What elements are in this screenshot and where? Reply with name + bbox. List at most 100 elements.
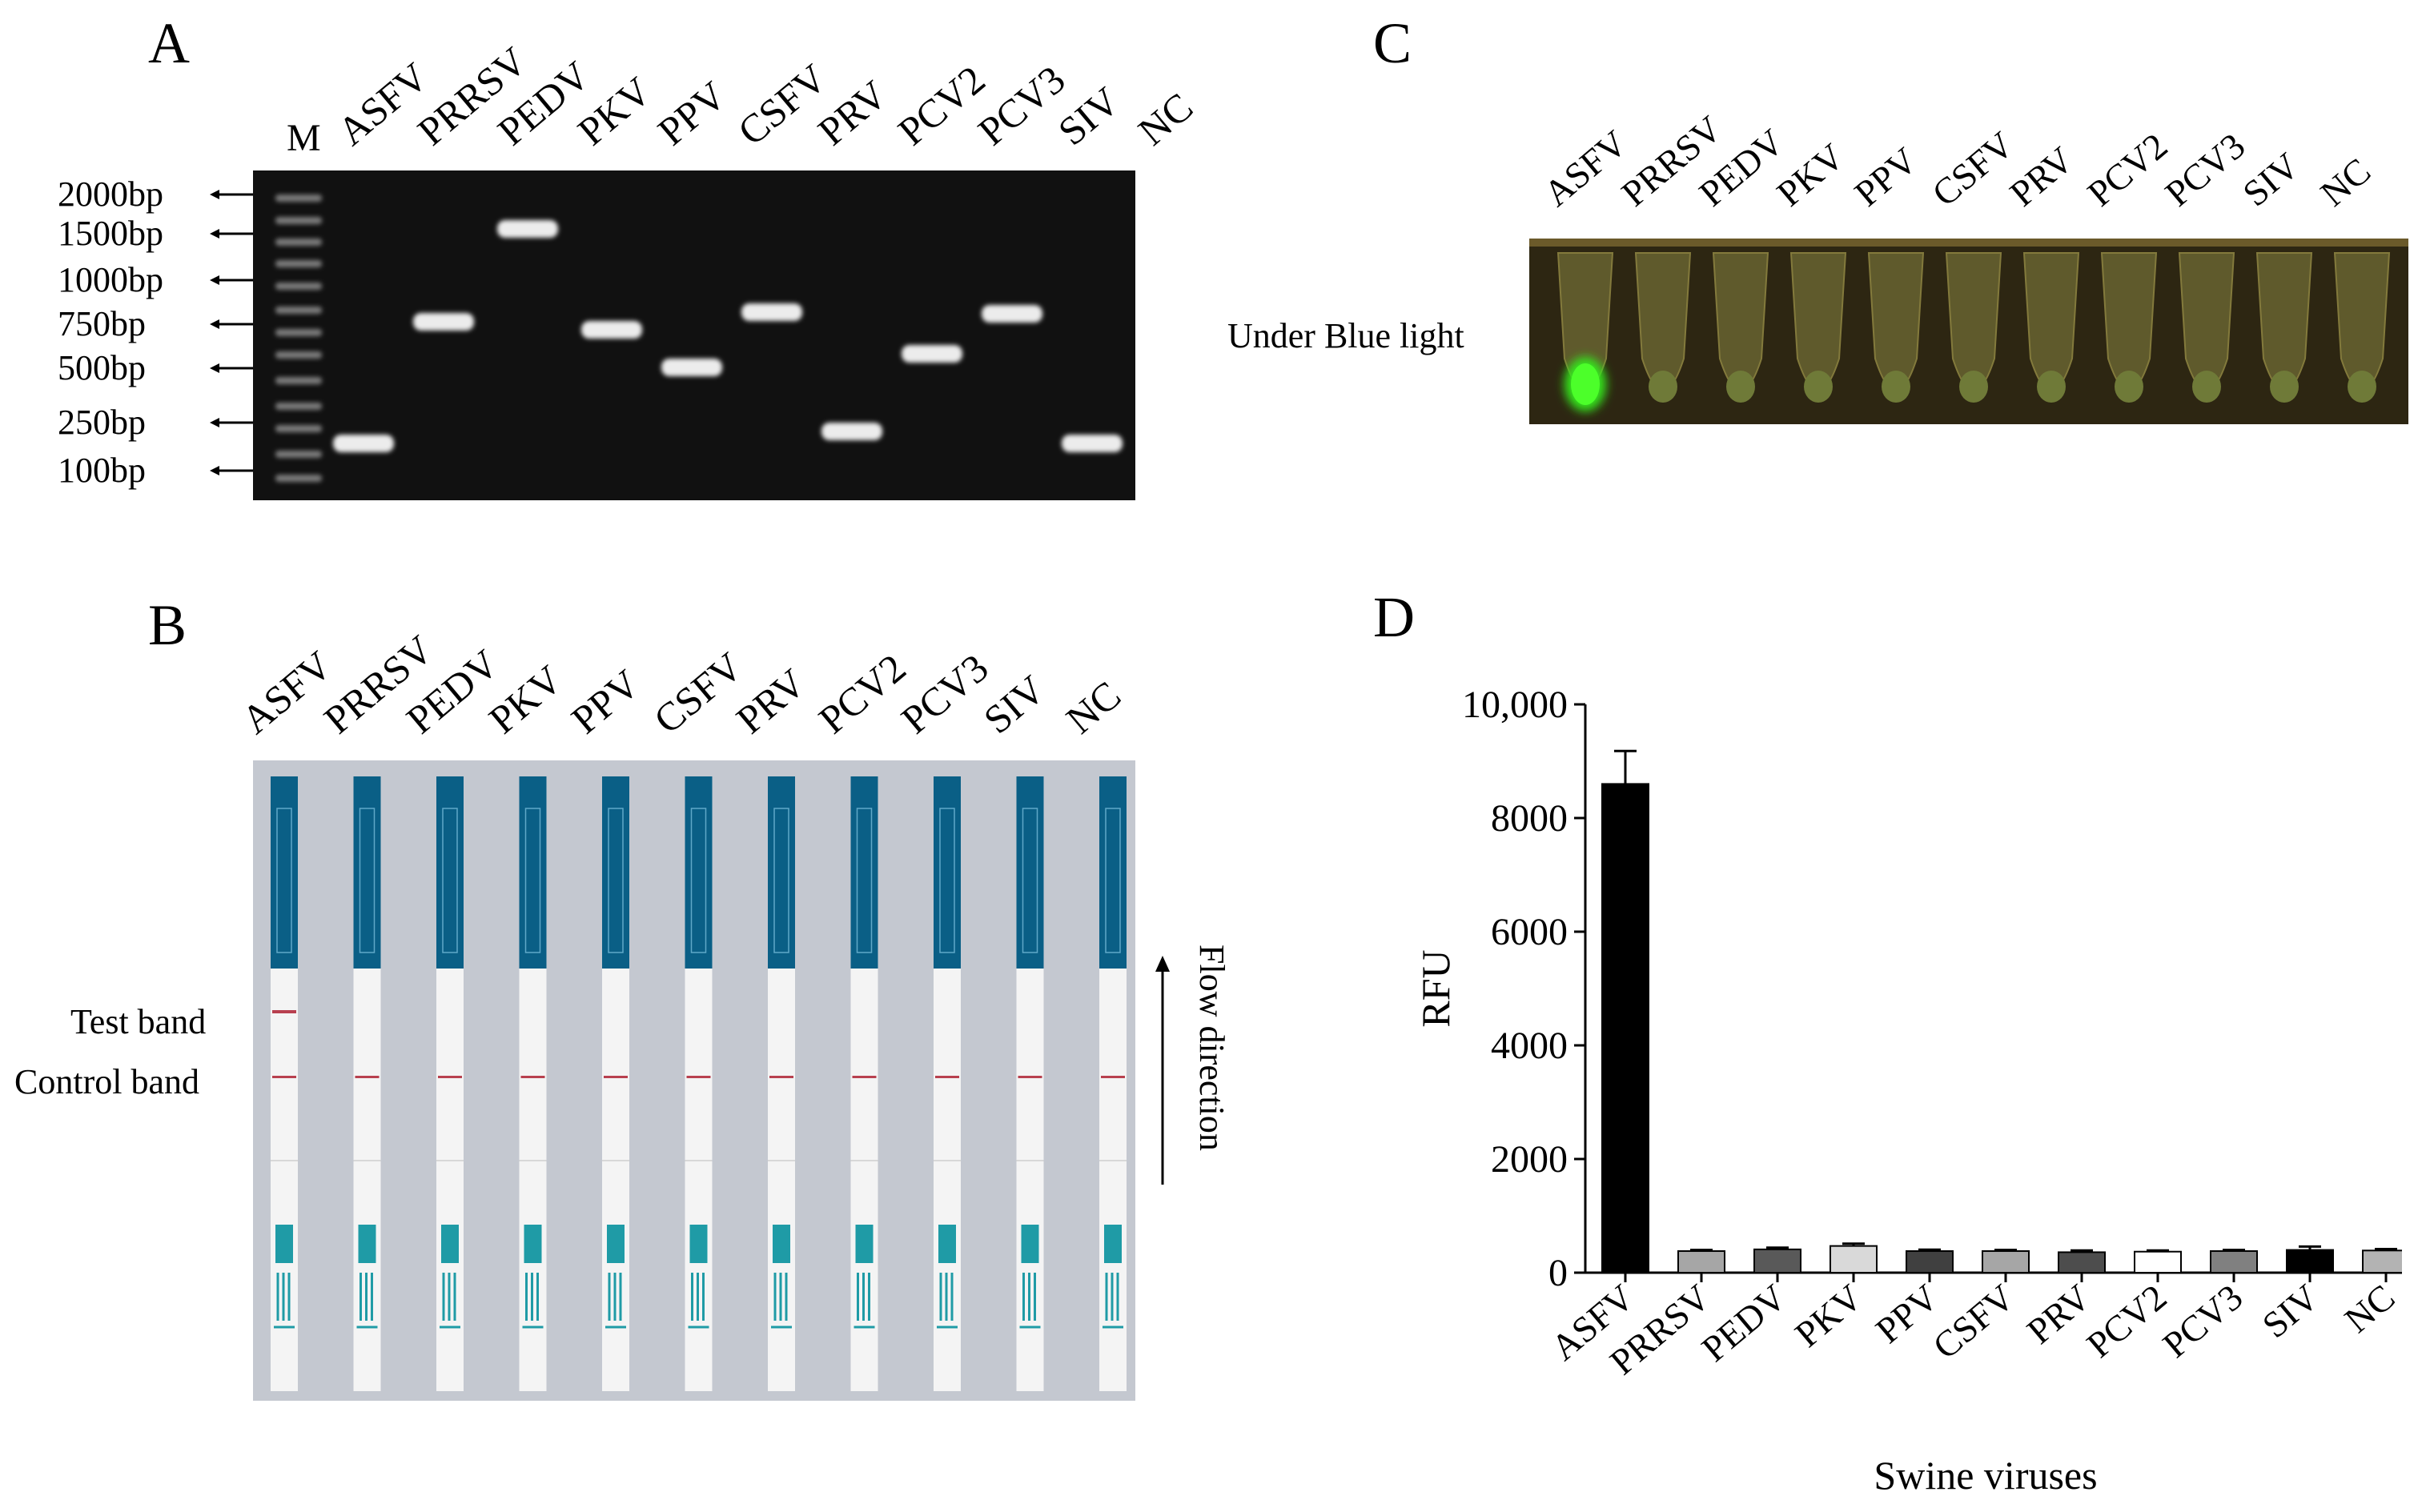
gel-band xyxy=(741,303,802,321)
x-tick-label: SIV xyxy=(2255,1277,2327,1346)
lane-label: PCV3 xyxy=(2157,125,2253,215)
lane-label: ASFV xyxy=(232,642,340,743)
control-line xyxy=(935,1076,959,1078)
reaction-tube xyxy=(2100,252,2158,403)
ladder-band xyxy=(275,451,322,458)
gel-band xyxy=(413,313,474,331)
panel-a-label: A xyxy=(148,11,190,75)
x-axis-title: Swine viruses xyxy=(1874,1453,2097,1498)
panel-b-label: B xyxy=(148,593,187,657)
ladder-arrow-icon xyxy=(210,272,256,292)
gel-band xyxy=(661,359,722,376)
agarose-gel-image xyxy=(253,170,1135,500)
test-strip xyxy=(519,776,547,1391)
ladder-band xyxy=(275,403,322,410)
x-tick-label: PKV xyxy=(1787,1277,1870,1355)
control-line xyxy=(520,1076,545,1078)
control-line xyxy=(272,1076,296,1078)
ladder-size-label: 1500bp xyxy=(58,214,163,253)
bar xyxy=(1677,1250,1725,1274)
ladder-band xyxy=(275,425,322,432)
strip-logo-mark xyxy=(773,808,789,953)
control-line xyxy=(852,1076,877,1078)
y-tick-label: 2000 xyxy=(1491,1138,1568,1181)
bar xyxy=(1906,1250,1954,1274)
lane-label: PCV3 xyxy=(969,56,1074,154)
reaction-tube xyxy=(1556,252,1614,411)
x-tick-label: PCV2 xyxy=(2079,1277,2174,1366)
gel-band xyxy=(497,220,558,238)
strip-logo-mark xyxy=(276,808,292,953)
y-axis-title: RFU xyxy=(1413,949,1458,1027)
reaction-tube xyxy=(2022,252,2080,403)
x-tick-label: NC xyxy=(2337,1277,2402,1341)
control-line xyxy=(1018,1076,1042,1078)
strip-label-pad xyxy=(1099,776,1127,969)
lane-label: NC xyxy=(1129,83,1202,154)
strip-label-pad xyxy=(934,776,961,969)
ladder-band xyxy=(275,377,322,384)
strip-logo-mark xyxy=(1105,808,1121,953)
ladder-band xyxy=(275,217,322,224)
tube-liquid xyxy=(1804,371,1833,403)
tube-liquid xyxy=(2037,371,2066,403)
tubes-blue-light-photo xyxy=(1529,239,2408,424)
strip-max-mark xyxy=(1104,1225,1122,1263)
lane-label: PCV3 xyxy=(892,644,997,743)
strip-max-mark xyxy=(689,1225,708,1263)
strip-max-mark xyxy=(855,1225,874,1263)
test-strip xyxy=(1099,776,1127,1391)
strip-label-pad xyxy=(353,776,381,969)
strip-logo-mark xyxy=(524,808,541,953)
ladder-band xyxy=(275,329,322,336)
lane-label: ASFV xyxy=(328,54,436,154)
strip-max-mark xyxy=(938,1225,956,1263)
gel-band xyxy=(581,321,642,339)
strip-max-mark xyxy=(275,1225,293,1263)
test-strip xyxy=(353,776,381,1391)
y-tick-label: 4000 xyxy=(1491,1025,1568,1067)
ladder-size-label: 100bp xyxy=(58,451,146,490)
ladder-band xyxy=(275,239,322,246)
test-strip xyxy=(436,776,464,1391)
ladder-size-label: 250bp xyxy=(58,403,146,442)
test-strip xyxy=(850,776,878,1391)
tube-rack-edge xyxy=(1529,239,2408,247)
ladder-band xyxy=(275,475,322,482)
strip-label-pad xyxy=(850,776,878,969)
ladder-band xyxy=(275,195,322,202)
ladder-size-label: 2000bp xyxy=(58,174,163,214)
tube-liquid xyxy=(2270,371,2299,403)
ladder-arrow-icon xyxy=(210,226,256,246)
lane-label: NC xyxy=(2312,150,2379,215)
ladder-arrow-icon xyxy=(210,415,256,435)
rfu-bar-chart: 0200040006000800010,000RFUASFVPRRSVPEDVP… xyxy=(1413,684,2402,1498)
reaction-tube xyxy=(1789,252,1847,403)
test-band-label: Test band xyxy=(70,1002,207,1041)
gel-band xyxy=(902,345,962,363)
control-line xyxy=(438,1076,462,1078)
ladder-band xyxy=(275,260,322,267)
strip-max-mark xyxy=(358,1225,376,1263)
strip-max-mark xyxy=(524,1225,542,1263)
lane-label: CSFV xyxy=(729,55,835,154)
panel-d-label: D xyxy=(1373,585,1415,649)
strip-label-pad xyxy=(271,776,298,969)
strip-logo-mark xyxy=(442,808,458,953)
strip-label-pad xyxy=(685,776,713,969)
strip-label-pad xyxy=(602,776,629,969)
tube-liquid xyxy=(1726,371,1755,403)
bar xyxy=(1601,783,1649,1273)
strip-logo-mark xyxy=(939,808,955,953)
strip-max-mark xyxy=(773,1225,790,1263)
control-line xyxy=(355,1076,380,1078)
y-tick-label: 6000 xyxy=(1491,911,1568,953)
gel-band xyxy=(1062,435,1123,452)
lane-label: PCV2 xyxy=(889,56,994,154)
y-tick-label: 0 xyxy=(1548,1252,1568,1294)
blue-light-label: Under Blue light xyxy=(1227,316,1464,355)
reaction-tube xyxy=(2178,252,2235,403)
bar xyxy=(2134,1250,2182,1273)
lane-label: ASFV xyxy=(1536,122,1635,215)
ladder-band xyxy=(275,283,322,290)
